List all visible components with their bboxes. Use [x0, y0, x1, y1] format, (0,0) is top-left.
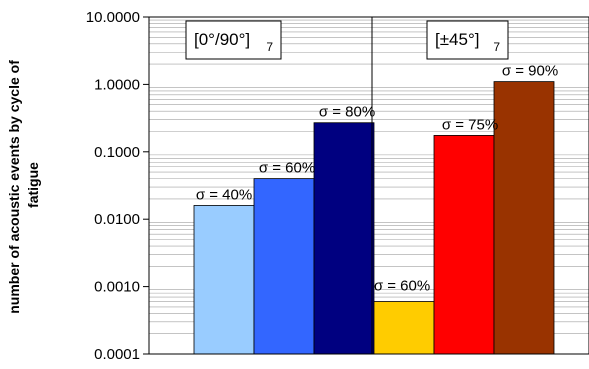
group-labels: [0°/90°] 7 [±45°] 7	[185, 20, 509, 60]
bar-data-label: σ = 60%	[374, 278, 430, 295]
bar	[193, 205, 255, 355]
bar	[433, 135, 495, 355]
group-label-subscript: 7	[493, 40, 500, 54]
y-tick-label: 0.0010	[94, 279, 140, 296]
y-axis-title: number of acoustic events by cycle of fa…	[6, 56, 41, 314]
group-label-box	[426, 20, 509, 60]
y-axis-title-line2: fatigue	[25, 162, 41, 208]
bar	[253, 178, 315, 355]
group-label: [±45°]	[435, 30, 479, 49]
y-axis-title-line1: number of acoustic events by cycle of	[6, 60, 22, 314]
group-label-box	[185, 20, 282, 60]
y-axis-ticks: 10.0000 1.0000 0.1000 0.0100 0.0010 0.0001	[86, 9, 149, 363]
y-tick-label: 0.0001	[94, 346, 140, 363]
y-tick-label: 0.0100	[94, 211, 140, 228]
bar	[313, 122, 375, 355]
bar-data-label: σ = 90%	[502, 63, 558, 80]
y-tick-label: 1.0000	[94, 76, 140, 93]
bar-data-label: σ = 40%	[196, 186, 252, 203]
y-tick-label: 10.0000	[86, 9, 140, 26]
data-labels: σ = 40% σ = 60% σ = 80% σ = 60% σ = 75% σ = 9…	[196, 63, 558, 295]
bar-data-label: σ = 75%	[442, 116, 498, 133]
bar-data-label: σ = 60%	[259, 160, 315, 177]
bar-data-label: σ = 80%	[319, 104, 375, 121]
group-label-subscript: 7	[266, 40, 273, 54]
plot-frame	[148, 16, 589, 355]
y-tick-label: 0.1000	[94, 144, 140, 161]
group-label: [0°/90°]	[194, 30, 250, 49]
bar	[373, 301, 435, 355]
bars	[193, 81, 555, 355]
bar	[493, 81, 555, 355]
